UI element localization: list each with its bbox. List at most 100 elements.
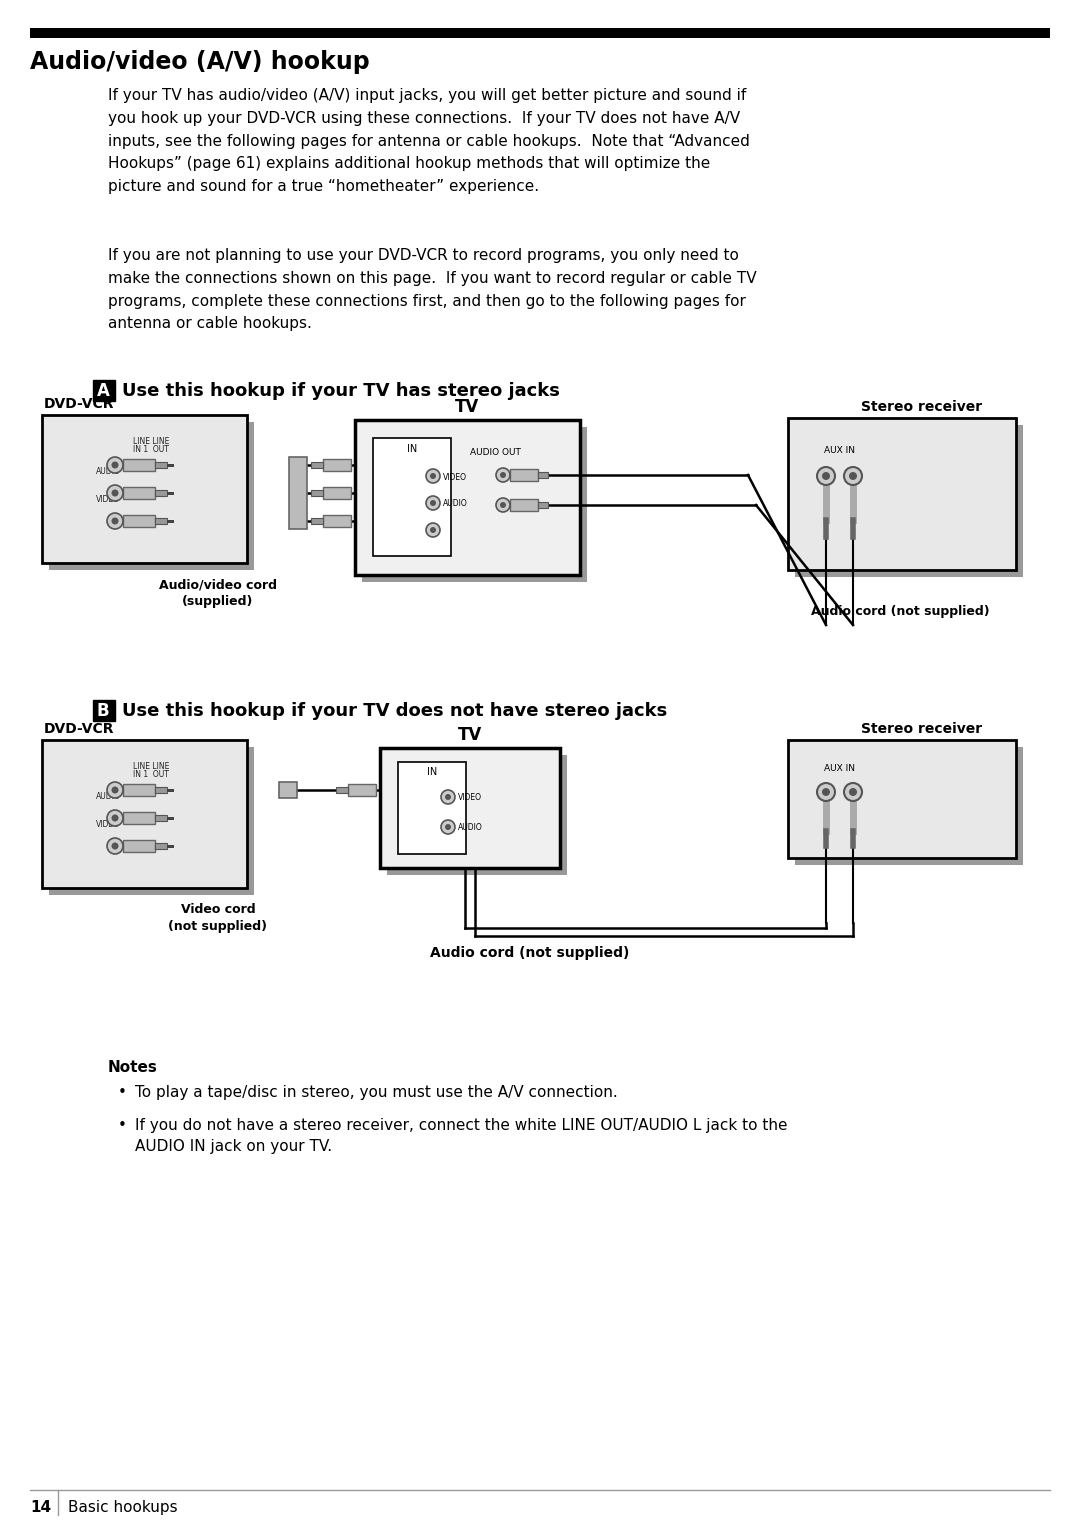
Bar: [156, 787, 167, 794]
Bar: [30, 28, 1050, 38]
Text: AUX IN: AUX IN: [824, 764, 855, 774]
Circle shape: [496, 498, 510, 512]
Text: AUX IN: AUX IN: [824, 446, 855, 456]
Text: If you are not planning to use your DVD-VCR to record programs, you only need to: If you are not planning to use your DVD-…: [108, 248, 757, 332]
Text: DVD-VCR: DVD-VCR: [44, 398, 114, 411]
Circle shape: [426, 495, 440, 511]
Circle shape: [441, 820, 455, 833]
Text: If you do not have a stereo receiver, connect the white LINE OUT/AUDIO L jack to: If you do not have a stereo receiver, co…: [135, 1118, 787, 1154]
Bar: [93, 381, 114, 401]
Circle shape: [111, 517, 119, 524]
Circle shape: [111, 489, 119, 497]
Text: LINE LINE: LINE LINE: [133, 437, 170, 446]
Text: Basic hookups: Basic hookups: [68, 1500, 177, 1515]
Bar: [336, 787, 348, 794]
Bar: [323, 515, 351, 528]
Circle shape: [822, 787, 831, 797]
Bar: [123, 515, 156, 528]
Circle shape: [111, 786, 119, 794]
Text: A: A: [97, 382, 110, 401]
Circle shape: [111, 462, 119, 468]
Text: Use this hookup if your TV has stereo jacks: Use this hookup if your TV has stereo ja…: [122, 382, 559, 401]
Text: DVD-VCR: DVD-VCR: [44, 722, 114, 735]
Text: Stereo receiver: Stereo receiver: [862, 722, 983, 735]
Circle shape: [111, 842, 119, 850]
Circle shape: [107, 514, 123, 529]
Bar: [510, 498, 538, 511]
Text: 14: 14: [30, 1500, 51, 1515]
Text: IN: IN: [427, 768, 437, 777]
Text: VIDEO: VIDEO: [96, 820, 120, 829]
Text: Notes: Notes: [108, 1060, 158, 1075]
Circle shape: [849, 472, 858, 480]
Circle shape: [430, 528, 436, 534]
Bar: [510, 469, 538, 482]
Circle shape: [107, 781, 123, 798]
Circle shape: [107, 810, 123, 826]
Text: •: •: [118, 1086, 126, 1099]
Bar: [167, 520, 174, 523]
Bar: [49, 748, 254, 894]
Bar: [380, 748, 561, 868]
Bar: [538, 502, 548, 508]
Circle shape: [430, 472, 436, 479]
Text: IN: IN: [407, 443, 417, 454]
Circle shape: [445, 824, 451, 830]
Text: •: •: [118, 1118, 126, 1133]
Text: Audio/video (A/V) hookup: Audio/video (A/V) hookup: [30, 50, 369, 73]
Bar: [795, 425, 1023, 576]
Bar: [123, 812, 156, 824]
Bar: [167, 789, 174, 792]
Bar: [387, 755, 567, 875]
Bar: [399, 761, 465, 855]
Circle shape: [843, 783, 862, 801]
Text: To play a tape/disc in stereo, you must use the A/V connection.: To play a tape/disc in stereo, you must …: [135, 1086, 618, 1099]
Circle shape: [500, 472, 507, 479]
Bar: [355, 420, 580, 575]
Bar: [123, 459, 156, 471]
Bar: [156, 462, 167, 468]
Circle shape: [107, 485, 123, 502]
Text: TV: TV: [458, 726, 482, 745]
Circle shape: [822, 472, 831, 480]
Bar: [123, 839, 156, 852]
Bar: [156, 489, 167, 495]
Circle shape: [445, 794, 451, 800]
Bar: [167, 463, 174, 466]
Bar: [167, 844, 174, 847]
Text: Video cord
(not supplied): Video cord (not supplied): [168, 904, 268, 933]
Bar: [788, 740, 1016, 858]
Circle shape: [441, 790, 455, 804]
Bar: [42, 740, 247, 888]
Bar: [311, 489, 323, 495]
Text: TV: TV: [455, 398, 480, 416]
Text: Audio cord (not supplied): Audio cord (not supplied): [811, 605, 989, 618]
Circle shape: [816, 783, 835, 801]
Bar: [123, 488, 156, 498]
Text: LINE LINE: LINE LINE: [133, 761, 170, 771]
Bar: [788, 417, 1016, 570]
Bar: [323, 459, 351, 471]
Text: Audio/video cord
(supplied): Audio/video cord (supplied): [159, 578, 276, 609]
Bar: [156, 518, 167, 524]
Bar: [93, 700, 114, 722]
Bar: [323, 488, 351, 498]
Bar: [348, 784, 376, 797]
Circle shape: [843, 466, 862, 485]
Circle shape: [107, 457, 123, 472]
Text: AUDIO: AUDIO: [96, 466, 121, 476]
Bar: [311, 462, 323, 468]
Text: IN 1  OUT: IN 1 OUT: [133, 771, 168, 778]
Bar: [167, 491, 174, 494]
Circle shape: [107, 838, 123, 855]
Text: IN 1  OUT: IN 1 OUT: [133, 445, 168, 454]
Text: AUDIO OUT: AUDIO OUT: [470, 448, 521, 457]
Bar: [373, 437, 451, 557]
Text: Stereo receiver: Stereo receiver: [862, 401, 983, 414]
Text: If your TV has audio/video (A/V) input jacks, you will get better picture and so: If your TV has audio/video (A/V) input j…: [108, 89, 750, 194]
Circle shape: [849, 787, 858, 797]
Circle shape: [111, 815, 119, 821]
Bar: [49, 422, 254, 570]
Bar: [795, 748, 1023, 865]
Text: AUDIO: AUDIO: [96, 792, 121, 801]
